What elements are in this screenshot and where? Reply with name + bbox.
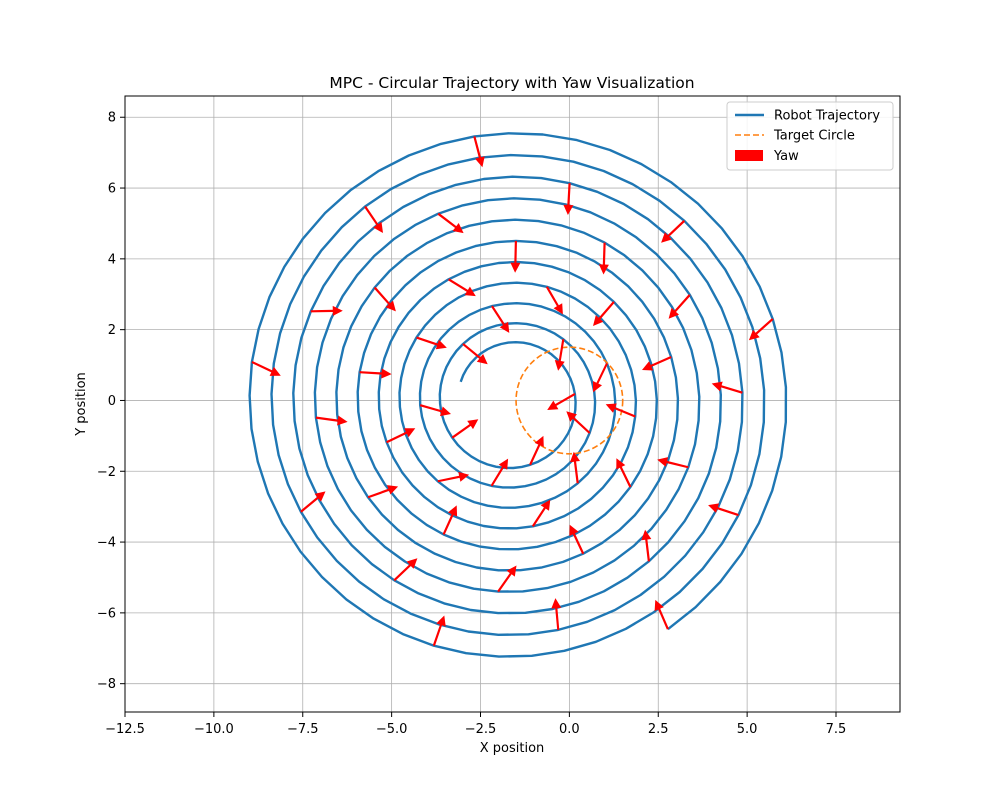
robot-trajectory-line bbox=[248, 132, 788, 658]
x-tick-label: 2.5 bbox=[648, 722, 669, 737]
yaw-arrow bbox=[563, 183, 574, 215]
plot-area bbox=[248, 132, 788, 658]
yaw-arrow bbox=[605, 403, 636, 418]
y-tick-label: −6 bbox=[97, 606, 116, 621]
y-tick-label: 6 bbox=[108, 182, 116, 197]
yaw-arrow bbox=[448, 278, 476, 297]
yaw-arrow bbox=[491, 305, 510, 333]
yaw-arrow bbox=[593, 301, 615, 326]
x-tick-label: −7.5 bbox=[287, 722, 319, 737]
yaw-arrow bbox=[442, 505, 458, 535]
legend-label-yaw: Yaw bbox=[773, 149, 799, 164]
y-axis-label: Y position bbox=[74, 372, 89, 437]
yaw-arrow bbox=[711, 381, 743, 394]
legend: Robot Trajectory Target Circle Yaw bbox=[726, 101, 894, 171]
yaw-arrow bbox=[386, 428, 416, 444]
chart-title: MPC - Circular Trajectory with Yaw Visua… bbox=[329, 74, 694, 92]
y-tick-label: 4 bbox=[108, 252, 116, 267]
yaw-arrow bbox=[668, 294, 691, 319]
yaw-arrow bbox=[251, 361, 281, 376]
legend-frame bbox=[726, 101, 894, 171]
yaw-arrow bbox=[497, 565, 517, 593]
yaw-arrow bbox=[554, 339, 565, 371]
yaw-arrow bbox=[654, 599, 669, 630]
legend-label-trajectory: Robot Trajectory bbox=[774, 109, 880, 124]
y-tick-label: −2 bbox=[97, 465, 116, 480]
yaw-arrow bbox=[661, 220, 686, 243]
plot-frame bbox=[124, 95, 901, 713]
yaw-arrow bbox=[419, 404, 451, 417]
yaw-arrows bbox=[251, 136, 774, 646]
x-tick-label: −2.5 bbox=[465, 722, 497, 737]
y-tick-label: 8 bbox=[108, 111, 116, 126]
target-circle-line bbox=[515, 346, 624, 455]
yaw-arrow bbox=[315, 415, 348, 426]
yaw-arrow bbox=[531, 499, 551, 527]
yaw-arrow bbox=[592, 363, 608, 393]
yaw-arrow bbox=[529, 435, 544, 466]
y-tick-label: −4 bbox=[97, 536, 116, 551]
yaw-arrow bbox=[416, 336, 447, 350]
yaw-arrow bbox=[437, 471, 470, 483]
yaw-arrow bbox=[616, 458, 632, 488]
x-tick-label: 5.0 bbox=[737, 722, 758, 737]
x-tick-label: −5.0 bbox=[376, 722, 408, 737]
yaw-arrow bbox=[364, 205, 383, 233]
x-axis-label: X position bbox=[480, 741, 545, 756]
yaw-arrow bbox=[547, 393, 576, 410]
x-tick-label: −12.5 bbox=[105, 722, 145, 737]
yaw-arrow bbox=[473, 136, 485, 168]
yaw-arrow bbox=[642, 356, 672, 371]
yaw-arrow bbox=[748, 318, 774, 341]
yaw-arrow bbox=[708, 503, 739, 517]
yaw-arrow bbox=[510, 240, 521, 273]
legend-label-target: Target Circle bbox=[773, 129, 855, 144]
yaw-arrow bbox=[566, 411, 591, 434]
x-tick-label: −10.0 bbox=[194, 722, 234, 737]
yaw-arrow bbox=[437, 212, 464, 234]
y-tick-label: 0 bbox=[108, 394, 116, 409]
yaw-arrow bbox=[551, 598, 562, 630]
yaw-arrow bbox=[545, 286, 563, 315]
yaw-arrow bbox=[367, 485, 399, 499]
legend-swatch-yaw bbox=[735, 150, 763, 161]
y-tick-label: −8 bbox=[97, 677, 116, 692]
x-tick-label: 0.0 bbox=[559, 722, 580, 737]
yaw-arrow bbox=[432, 615, 446, 646]
yaw-arrow bbox=[570, 451, 580, 484]
yaw-arrow bbox=[393, 558, 418, 582]
yaw-arrow bbox=[310, 305, 343, 316]
yaw-arrow bbox=[373, 286, 396, 312]
yaw-arrow bbox=[462, 343, 488, 365]
y-axis-ticks: 8 6 4 2 0 −2 −4 −6 −8 bbox=[97, 111, 125, 692]
yaw-arrow bbox=[451, 419, 479, 439]
x-axis-ticks: −12.5 −10.0 −7.5 −5.0 −2.5 0.0 2.5 5.0 7.5 bbox=[105, 712, 846, 737]
yaw-arrow bbox=[657, 457, 689, 469]
yaw-arrow bbox=[569, 524, 585, 555]
yaw-arrow bbox=[300, 491, 326, 513]
y-tick-label: 2 bbox=[108, 323, 116, 338]
x-tick-label: 7.5 bbox=[826, 722, 847, 737]
yaw-arrow bbox=[641, 529, 652, 562]
yaw-arrow bbox=[598, 242, 609, 275]
yaw-arrow bbox=[359, 368, 392, 379]
yaw-arrow bbox=[490, 458, 509, 487]
